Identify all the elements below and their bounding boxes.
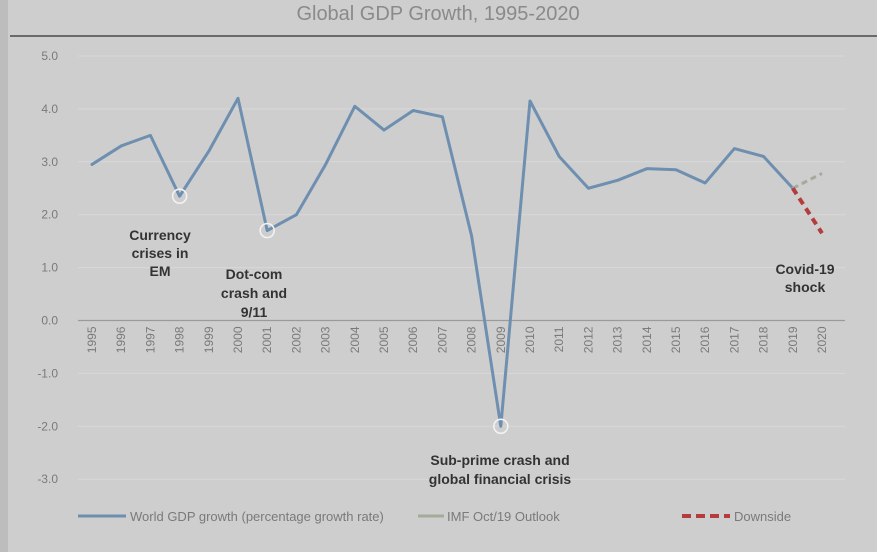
- data-point: [645, 167, 648, 170]
- left-edge-strip: [0, 0, 8, 552]
- legend: World GDP growth (percentage growth rate…: [78, 509, 791, 524]
- x-tick-label: 2004: [348, 326, 362, 353]
- data-point: [207, 150, 210, 153]
- annotation-em-line: Currency: [129, 227, 191, 243]
- annotation-em-line: EM: [150, 263, 171, 279]
- x-tick-label: 1998: [173, 326, 187, 353]
- y-tick-label: 5.0: [41, 49, 58, 63]
- legend-label-2: Downside: [734, 509, 791, 524]
- x-tick-label: 2019: [786, 326, 800, 353]
- data-point: [353, 105, 356, 108]
- data-point: [441, 115, 444, 118]
- data-point: [529, 100, 532, 103]
- x-tick-label: 2001: [260, 326, 274, 353]
- x-tick-label: 2002: [289, 326, 303, 353]
- data-point: [821, 232, 824, 235]
- x-tick-label: 2016: [698, 326, 712, 353]
- annotation-subprime-line: global financial crisis: [429, 471, 572, 487]
- x-tick-label: 2000: [231, 326, 245, 353]
- series-line-2: [791, 187, 824, 235]
- event-marker-circle: [492, 418, 509, 435]
- y-axis-ticks: 5.0 4.0 3.0 2.0 1.0 0.0 -1.0 -2.0 -3.0: [37, 49, 58, 486]
- annotation-covid-line: shock: [785, 279, 826, 295]
- x-tick-label: 2013: [611, 326, 625, 353]
- x-tick-label: 2007: [435, 326, 449, 353]
- x-tick-label: 2009: [494, 326, 508, 353]
- data-point: [499, 425, 502, 428]
- data-point: [791, 187, 794, 190]
- series-lines: [90, 96, 824, 428]
- data-point: [237, 97, 240, 100]
- x-tick-label: 2012: [581, 326, 595, 353]
- x-tick-label: 2017: [727, 326, 741, 353]
- x-tick-label: 2008: [465, 326, 479, 353]
- x-tick-label: 1997: [143, 326, 157, 353]
- series-line-0: [90, 96, 795, 428]
- y-tick-label: 3.0: [41, 155, 58, 169]
- data-point: [821, 172, 824, 175]
- chart-title: Global GDP Growth, 1995-2020: [296, 3, 579, 25]
- x-tick-label: 1999: [202, 326, 216, 353]
- data-point: [704, 182, 707, 185]
- data-point: [675, 168, 678, 171]
- data-point: [295, 213, 298, 216]
- data-point: [91, 163, 94, 166]
- x-tick-label: 2010: [523, 326, 537, 353]
- event-markers: [171, 188, 509, 435]
- x-tick-label: 2014: [640, 326, 654, 353]
- annotation-dotcom-line: crash and: [221, 285, 287, 301]
- y-tick-label: -3.0: [37, 472, 58, 486]
- chart-panel: [8, 0, 877, 552]
- annotation-dotcom-line: Dot-com: [226, 266, 283, 282]
- annotation-subprime-line: Sub-prime crash and: [430, 452, 569, 468]
- annotations: Currency crises in EM Dot-com crash and 9/11 S…: [129, 227, 835, 487]
- y-tick-label: -1.0: [37, 366, 58, 380]
- grid-lines: [78, 55, 845, 480]
- legend-label-0: World GDP growth (percentage growth rate…: [130, 509, 384, 524]
- annotation-dotcom-line: 9/11: [241, 304, 268, 320]
- data-point: [587, 187, 590, 190]
- annotation-covid-line: Covid-19: [775, 261, 834, 277]
- data-point: [120, 145, 123, 148]
- x-tick-label: 1995: [85, 326, 99, 353]
- y-tick-label: 0.0: [41, 314, 58, 328]
- data-point: [733, 147, 736, 150]
- data-point: [383, 129, 386, 132]
- x-tick-label: 2011: [552, 326, 566, 352]
- data-point: [266, 229, 269, 232]
- x-tick-label: 2003: [319, 326, 333, 353]
- data-point: [762, 155, 765, 158]
- legend-label-1: IMF Oct/19 Outlook: [447, 509, 560, 524]
- x-axis-ticks: 1995 1996 1997 1998 1999 2000 2001 2002 2003 2004…: [85, 326, 829, 353]
- y-tick-label: 1.0: [41, 261, 58, 275]
- x-tick-label: 2015: [669, 326, 683, 353]
- x-tick-label: 2005: [377, 326, 391, 353]
- x-tick-label: 2018: [757, 326, 771, 353]
- data-point: [616, 179, 619, 182]
- x-tick-label: 2006: [406, 326, 420, 353]
- data-point: [558, 155, 561, 158]
- data-point: [149, 134, 152, 137]
- event-marker-circle: [171, 188, 188, 204]
- y-tick-label: -2.0: [37, 419, 58, 433]
- annotation-em-line: crises in: [132, 245, 189, 261]
- data-point: [470, 234, 473, 237]
- y-tick-label: 2.0: [41, 208, 58, 222]
- x-tick-label: 1996: [114, 326, 128, 353]
- data-point: [324, 163, 327, 166]
- y-tick-label: 4.0: [41, 102, 58, 116]
- event-marker-circle: [259, 222, 276, 239]
- data-point: [178, 195, 181, 198]
- x-tick-label: 2020: [815, 326, 829, 353]
- data-point: [412, 109, 415, 112]
- series-line-1: [792, 172, 823, 190]
